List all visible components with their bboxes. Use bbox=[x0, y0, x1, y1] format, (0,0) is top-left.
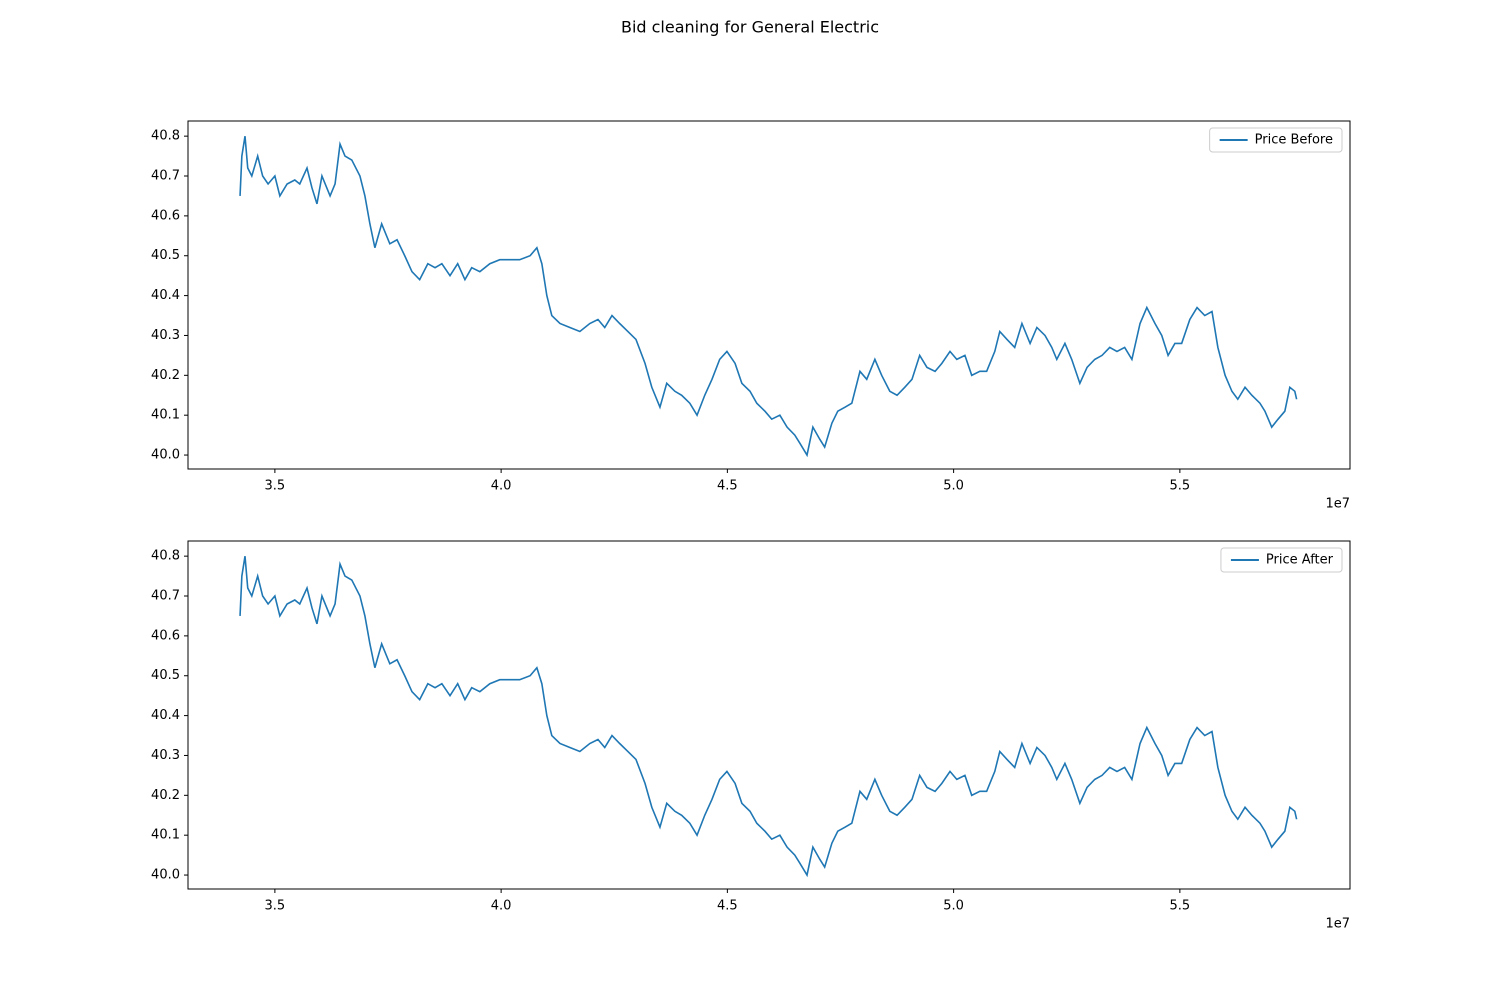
x-tick-label: 4.0 bbox=[491, 479, 512, 494]
y-tick-label: 40.0 bbox=[151, 448, 180, 463]
figure-title: Bid cleaning for General Electric bbox=[621, 18, 879, 37]
y-tick-label: 40.2 bbox=[151, 788, 180, 803]
axes-frame bbox=[187, 120, 1351, 470]
y-tick-label: 40.7 bbox=[151, 589, 180, 604]
x-tick-label: 3.5 bbox=[265, 479, 286, 494]
x-tick-label: 5.0 bbox=[943, 479, 964, 494]
y-tick-label: 40.8 bbox=[151, 549, 180, 564]
x-tick-label: 5.5 bbox=[1170, 479, 1191, 494]
x-tick-label: 4.5 bbox=[717, 899, 738, 914]
x-tick-label: 5.0 bbox=[943, 899, 964, 914]
y-tick-label: 40.5 bbox=[151, 668, 180, 683]
y-tick-label: 40.3 bbox=[151, 748, 180, 763]
legend-label: Price After bbox=[1266, 553, 1334, 568]
legend-label: Price Before bbox=[1255, 133, 1333, 148]
y-tick-label: 40.2 bbox=[151, 368, 180, 383]
x-tick-label: 4.0 bbox=[491, 899, 512, 914]
y-tick-label: 40.5 bbox=[151, 248, 180, 263]
x-offset-label: 1e7 bbox=[1325, 497, 1350, 512]
y-tick-label: 40.6 bbox=[151, 628, 180, 643]
y-tick-label: 40.3 bbox=[151, 328, 180, 343]
x-offset-label: 1e7 bbox=[1325, 917, 1350, 932]
legend-box bbox=[1220, 547, 1343, 573]
y-tick-label: 40.4 bbox=[151, 288, 180, 303]
x-tick-label: 4.5 bbox=[717, 479, 738, 494]
y-tick-label: 40.6 bbox=[151, 208, 180, 223]
y-tick-label: 40.7 bbox=[151, 169, 180, 184]
y-tick-label: 40.1 bbox=[151, 408, 180, 423]
axes-frame bbox=[187, 540, 1351, 890]
price-line bbox=[239, 556, 1298, 878]
legend-box bbox=[1209, 127, 1343, 153]
x-tick-label: 5.5 bbox=[1170, 899, 1191, 914]
x-tick-label: 3.5 bbox=[265, 899, 286, 914]
y-tick-label: 40.1 bbox=[151, 828, 180, 843]
price-line bbox=[239, 136, 1298, 458]
y-tick-label: 40.4 bbox=[151, 708, 180, 723]
y-tick-label: 40.0 bbox=[151, 868, 180, 883]
y-tick-label: 40.8 bbox=[151, 129, 180, 144]
